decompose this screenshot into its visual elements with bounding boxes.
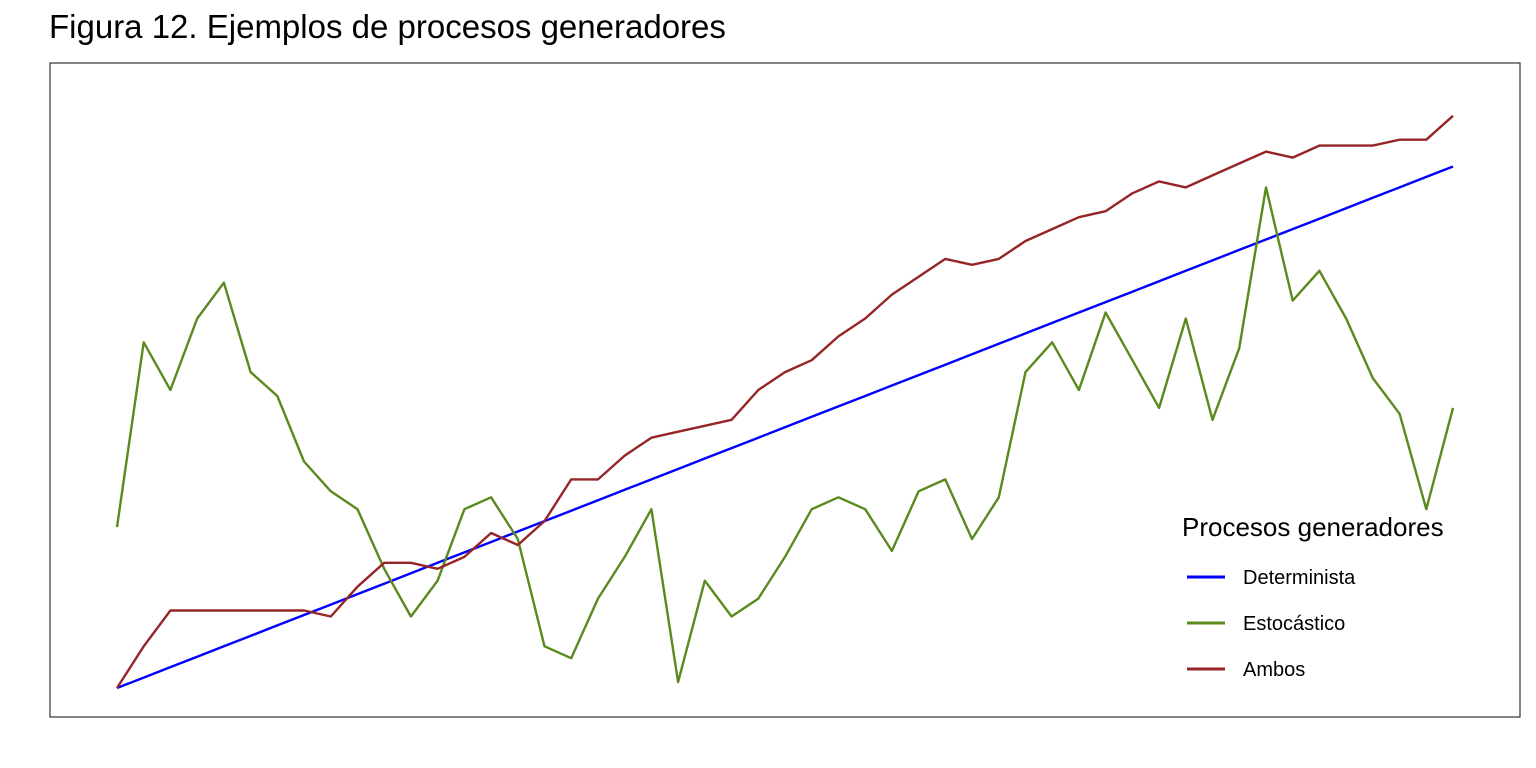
series-layer — [115, 114, 1455, 690]
plot-panel-border — [49, 62, 1521, 718]
legend: Procesos generadores Determinista Estocás… — [1182, 512, 1444, 681]
legend-label: Determinista — [1243, 567, 1356, 589]
series-line-1 — [115, 186, 1455, 684]
legend-title: Procesos generadores — [1182, 512, 1444, 542]
legend-label: Estocástico — [1243, 613, 1345, 635]
legend-items: Determinista Estocástico Ambos — [1187, 567, 1356, 681]
legend-label: Ambos — [1243, 659, 1305, 681]
legend-item: Estocástico — [1187, 613, 1345, 635]
series-line-2 — [115, 114, 1454, 689]
series-1 — [115, 186, 1455, 684]
legend-item: Ambos — [1187, 659, 1305, 681]
series-0 — [116, 165, 1454, 690]
legend-item: Determinista — [1187, 567, 1356, 589]
chart-title: Figura 12. Ejemplos de procesos generado… — [49, 8, 726, 45]
series-2 — [115, 114, 1454, 689]
